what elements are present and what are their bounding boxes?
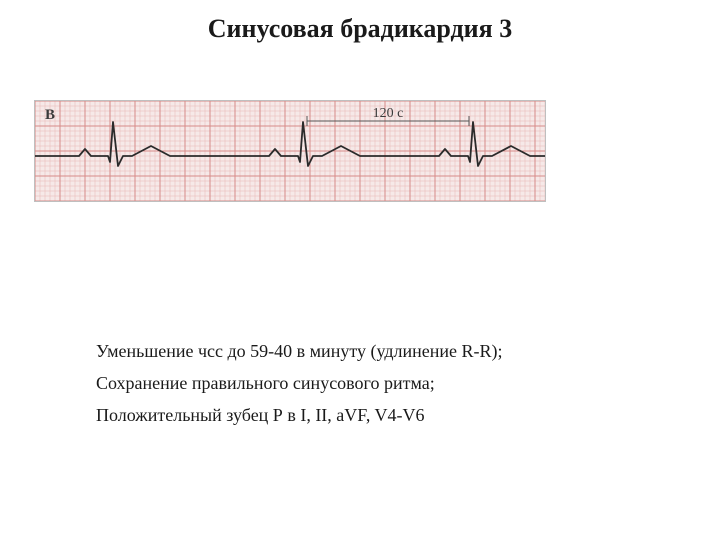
svg-text:120 с: 120 с: [373, 106, 404, 121]
svg-text:В: В: [45, 107, 55, 123]
bullet-item: Сохранение правильного синусового ритма;: [96, 370, 656, 398]
ecg-strip: 120 с В: [34, 100, 546, 202]
bullet-item: Уменьшение чсс до 59-40 в минуту (удлине…: [96, 338, 656, 366]
bullet-list: Уменьшение чсс до 59-40 в минуту (удлине…: [96, 338, 656, 434]
slide-title: Синусовая брадикардия 3: [0, 14, 720, 44]
slide: Синусовая брадикардия 3 120 с В Уменьшени…: [0, 0, 720, 540]
bullet-item: Положительный зубец Р в I, II, aVF, V4-V…: [96, 402, 656, 430]
